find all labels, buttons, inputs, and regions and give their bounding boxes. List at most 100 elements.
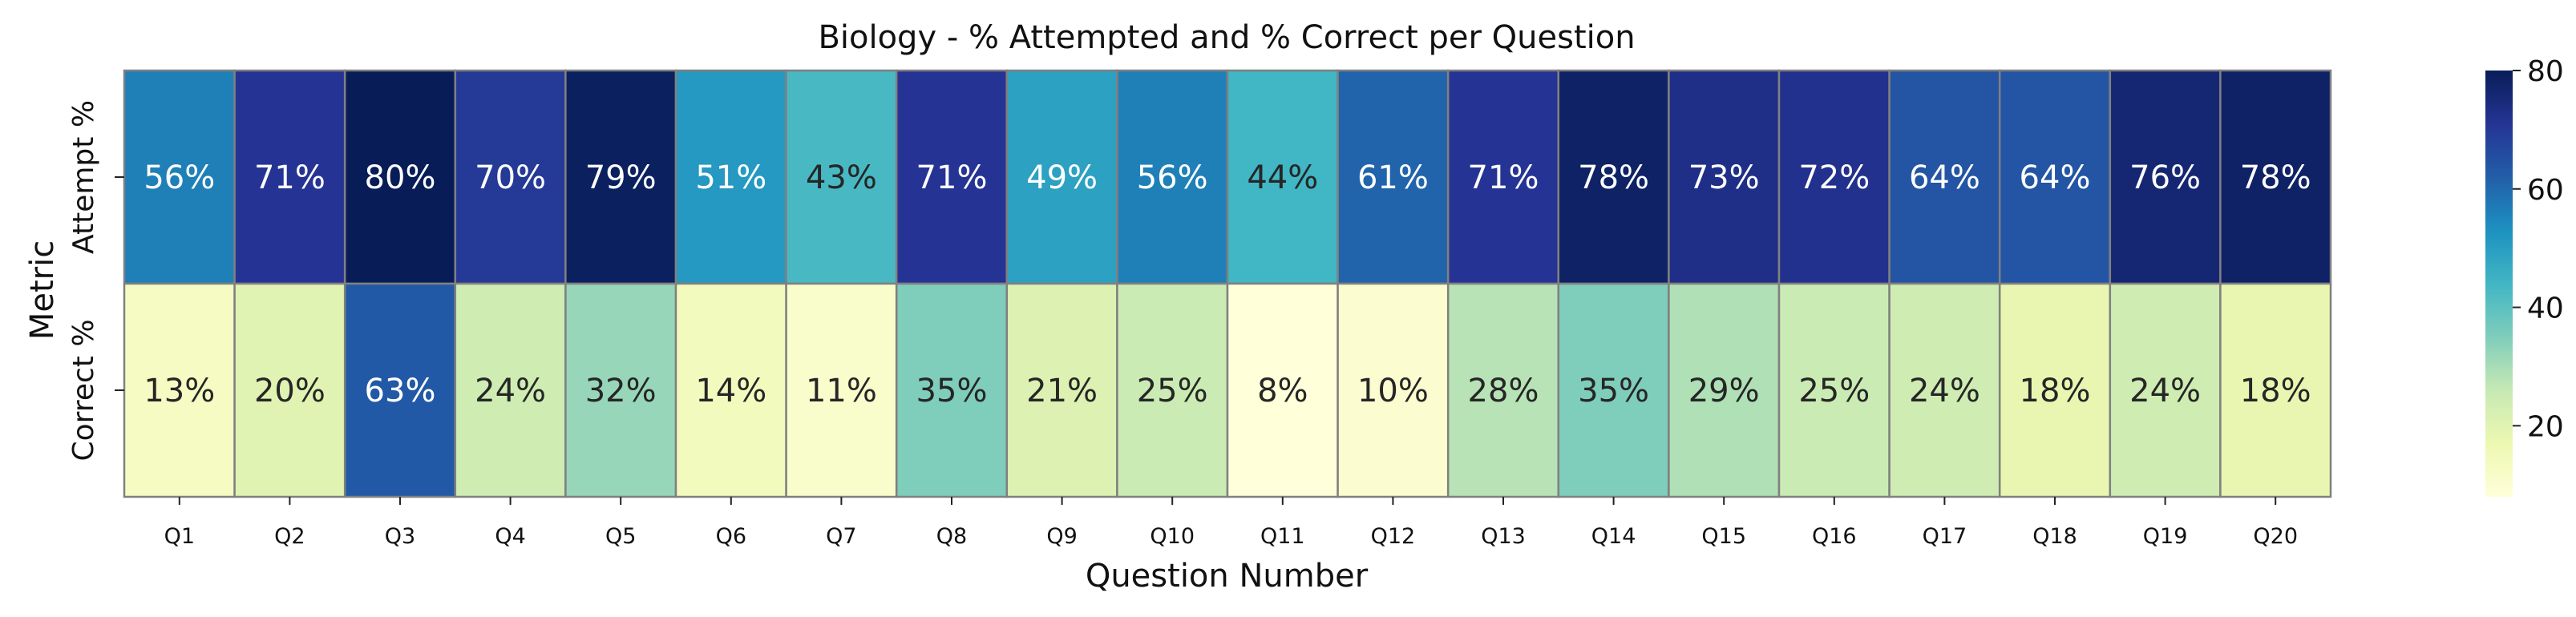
cell-value-label: 8%: [1257, 373, 1308, 409]
x-tick-label: Q15: [1701, 524, 1746, 549]
x-tick-label: Q18: [2032, 524, 2077, 549]
cell-value-label: 71%: [254, 159, 326, 196]
cell-value-label: 24%: [2129, 373, 2201, 409]
cell-value-label: 64%: [2020, 159, 2091, 196]
cell-value-label: 18%: [2240, 373, 2311, 409]
heatmap-cell: [1226, 282, 1339, 498]
cell-value-label: 35%: [916, 373, 988, 409]
cell-value-label: 73%: [1688, 159, 1760, 196]
cell-value-label: 25%: [1137, 373, 1208, 409]
heatmap-cell: [1005, 282, 1118, 498]
cell-value-label: 18%: [2020, 373, 2091, 409]
y-tick-label: Correct %: [67, 319, 100, 461]
x-tick-label: Q3: [385, 524, 415, 549]
heatmap-cell: [233, 282, 346, 498]
x-tick-label: Q13: [1481, 524, 1526, 549]
cell-value-label: 24%: [1909, 373, 1980, 409]
x-tick-label: Q5: [605, 524, 636, 549]
cell-value-label: 79%: [585, 159, 657, 196]
x-tick-label: Q1: [164, 524, 195, 549]
heatmap-cell: [123, 69, 236, 285]
heatmap-cell: [785, 282, 898, 498]
heatmap-cell: [1668, 282, 1781, 498]
cell-value-label: 71%: [1468, 159, 1539, 196]
chart-title: Biology - % Attempted and % Correct per …: [818, 19, 1635, 56]
heatmap-cell: [2219, 282, 2332, 498]
x-tick-label: Q20: [2253, 524, 2298, 549]
heatmap-cell: [1888, 282, 2001, 498]
cell-value-label: 14%: [695, 373, 766, 409]
heatmap-cell: [233, 69, 346, 285]
heatmap-cell: [454, 69, 567, 285]
cell-value-label: 63%: [365, 373, 436, 409]
heatmap-cell: [1998, 69, 2112, 285]
x-tick-label: Q10: [1150, 524, 1195, 549]
cell-value-label: 24%: [475, 373, 546, 409]
heatmap-cell: [895, 69, 1009, 285]
heatmap-cell: [1116, 69, 1229, 285]
x-tick-label: Q12: [1371, 524, 1416, 549]
heatmap-cell: [2109, 282, 2222, 498]
x-tick-label: Q14: [1591, 524, 1636, 549]
colorbar: 20 40 60 80: [2485, 55, 2564, 497]
heatmap-cell: [1998, 282, 2112, 498]
x-tick-labels: Q1 Q2 Q3 Q4 Q5 Q6 Q7 Q8 Q9 Q10 Q11 Q12 Q13 Q14 Q15 Q16 Q…: [164, 497, 2298, 549]
cell-value-label: 56%: [144, 159, 215, 196]
heatmap-cell: [1777, 282, 1891, 498]
cell-value-label: 13%: [144, 373, 215, 409]
cell-value-label: 25%: [1798, 373, 1870, 409]
x-tick-label: Q11: [1260, 524, 1305, 549]
heatmap-cell: [2109, 69, 2222, 285]
cell-value-label: 51%: [695, 159, 766, 196]
colorbar-tick-label: 60: [2527, 174, 2564, 207]
colorbar-gradient: [2485, 71, 2513, 497]
heatmap-cell: [1557, 69, 1670, 285]
x-tick-label: Q6: [716, 524, 746, 549]
heatmap-cell: [895, 282, 1009, 498]
x-tick-label: Q17: [1923, 524, 1967, 549]
heatmap-cell: [1888, 69, 2001, 285]
cell-value-label: 71%: [916, 159, 988, 196]
colorbar-tick-label: 80: [2527, 55, 2564, 88]
heatmap-cell: [564, 282, 677, 498]
x-tick-label: Q19: [2143, 524, 2188, 549]
cell-value-label: 70%: [475, 159, 546, 196]
cell-value-label: 35%: [1578, 373, 1649, 409]
cell-value-label: 72%: [1798, 159, 1870, 196]
heatmap-cell: [123, 282, 236, 498]
cell-value-label: 64%: [1909, 159, 1980, 196]
cell-value-label: 32%: [585, 373, 657, 409]
cell-value-label: 11%: [806, 373, 877, 409]
cell-value-label: 49%: [1026, 159, 1098, 196]
heatmap-cell: [1337, 69, 1450, 285]
cell-value-label: 56%: [1137, 159, 1208, 196]
colorbar-tick-label: 40: [2527, 292, 2564, 325]
cell-value-label: 10%: [1357, 373, 1429, 409]
x-tick-label: Q16: [1812, 524, 1857, 549]
heatmap-cell: [1777, 69, 1891, 285]
heatmap-cell: [2219, 69, 2332, 285]
heatmap-cell: [674, 69, 787, 285]
heatmap-cell: [1446, 69, 1560, 285]
y-tick-labels: Attempt % Correct %: [67, 100, 124, 462]
cell-value-label: 21%: [1026, 373, 1098, 409]
y-axis-label: Metric: [24, 240, 61, 340]
x-tick-label: Q2: [274, 524, 305, 549]
x-tick-label: Q4: [495, 524, 525, 549]
colorbar-tick-label: 20: [2527, 410, 2564, 443]
x-tick-label: Q9: [1046, 524, 1077, 549]
cell-value-label: 29%: [1688, 373, 1760, 409]
cell-value-label: 61%: [1357, 159, 1429, 196]
cell-value-label: 43%: [806, 159, 877, 196]
cell-value-label: 28%: [1468, 373, 1539, 409]
cell-value-label: 76%: [2129, 159, 2201, 196]
cell-value-label: 20%: [254, 373, 326, 409]
x-tick-label: Q7: [826, 524, 856, 549]
cell-value-label: 44%: [1247, 159, 1318, 196]
heatmap-cell: [343, 282, 457, 498]
cell-value-label: 78%: [1578, 159, 1649, 196]
x-axis-label: Question Number: [1086, 558, 1369, 595]
y-tick-label: Attempt %: [67, 100, 100, 254]
heatmap-cell: [343, 69, 457, 285]
